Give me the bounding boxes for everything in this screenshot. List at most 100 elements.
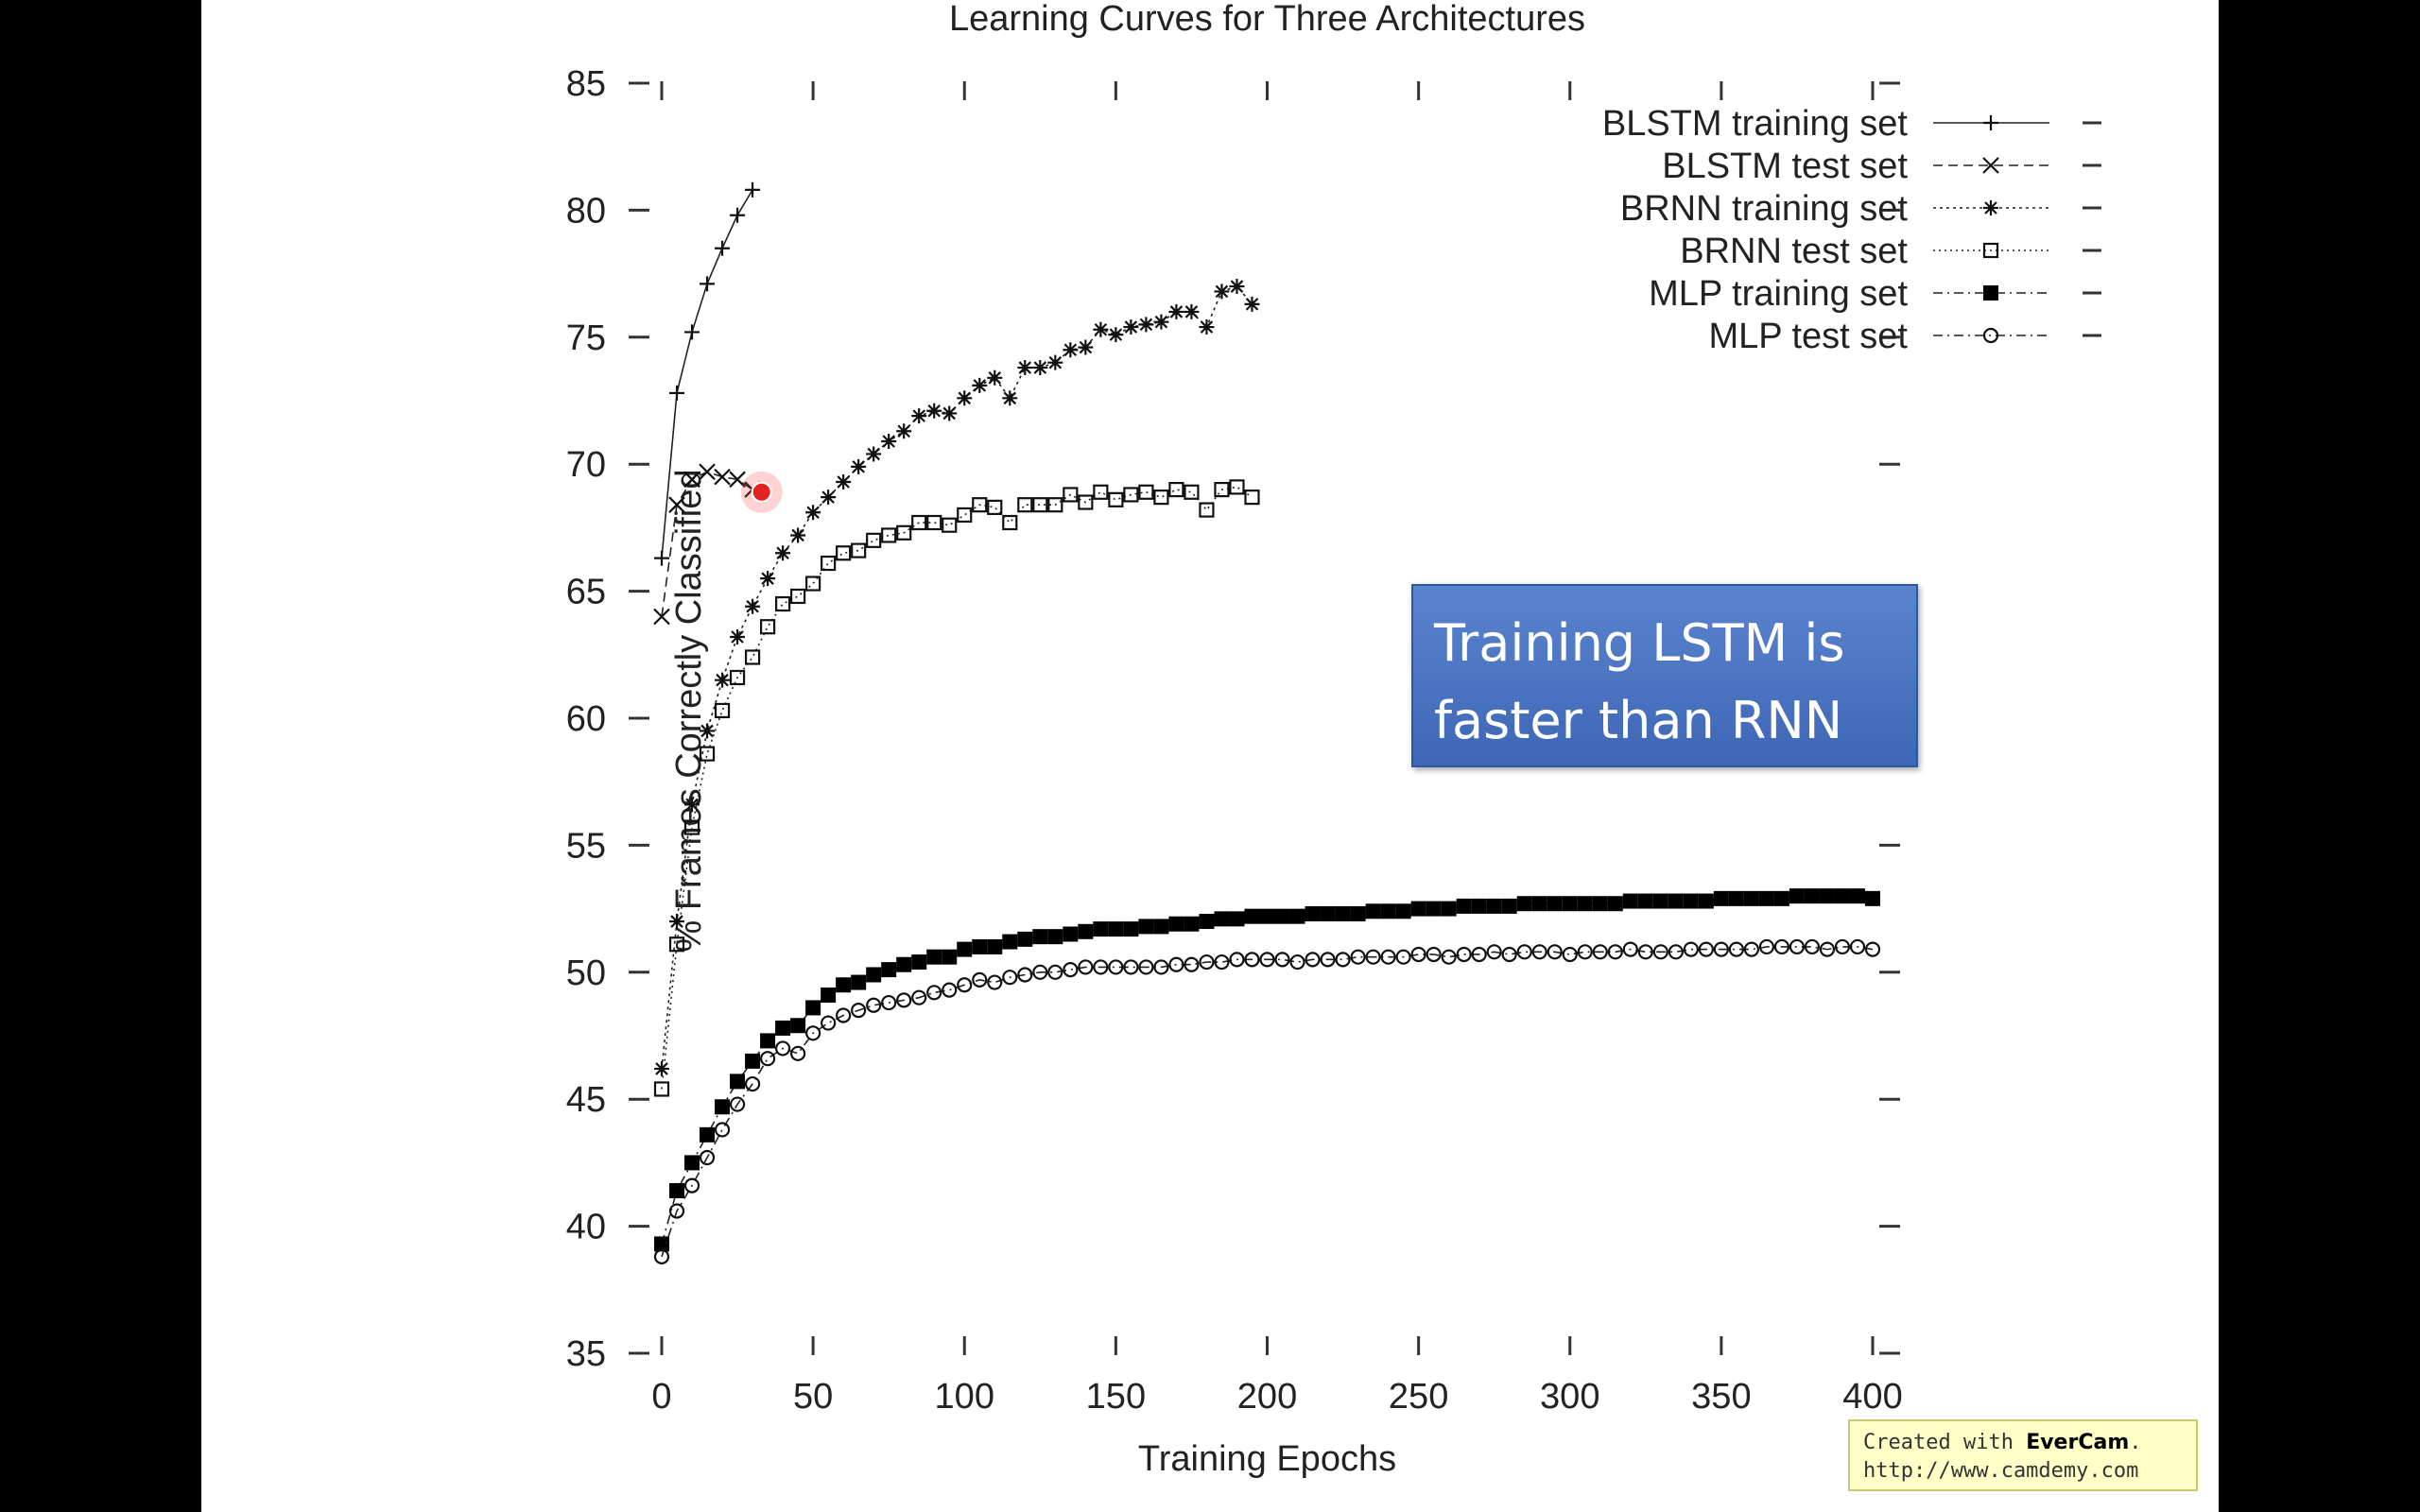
brnn-training-set-point: [896, 423, 912, 439]
mlp-training-set-point: [1410, 901, 1426, 917]
legend-label-brnn-test-set: BRNN test set: [1680, 232, 1908, 271]
brnn-training-set-point: [1063, 342, 1079, 358]
mlp-training-set-point: [1335, 905, 1351, 921]
mlp-training-set-point: [790, 1018, 806, 1034]
mlp-training-set-point: [1834, 888, 1850, 904]
brnn-training-set-point: [851, 458, 867, 474]
mlp-test-set-point: [774, 1040, 791, 1057]
mlp-training-set-point: [851, 974, 867, 990]
mlp-test-set-point: [1395, 949, 1411, 965]
brnn-test-set-point: [790, 588, 806, 605]
brnn-training-set-point: [821, 490, 837, 506]
mlp-test-set-point: [1289, 954, 1305, 971]
brnn-training-set-point: [1123, 319, 1139, 335]
brnn-training-set-point: [911, 408, 927, 424]
mlp-training-set-point: [1728, 890, 1744, 906]
brnn-test-set-point: [699, 746, 716, 762]
mlp-training-set-point: [1758, 890, 1774, 906]
mlp-test-set-point: [1728, 941, 1744, 957]
mlp-test-set-point: [653, 1248, 670, 1264]
brnn-training-set-point: [1184, 303, 1200, 319]
brnn-training-set-point: [654, 1060, 669, 1076]
mlp-test-set-point: [1698, 941, 1714, 957]
blstm-training-set-point: [745, 181, 761, 198]
mlp-training-set-point: [1214, 911, 1230, 927]
brnn-test-set-point: [714, 702, 731, 719]
brnn-test-set-point: [911, 514, 927, 531]
brnn-test-set-point: [774, 595, 791, 612]
brnn-training-set-point: [790, 527, 806, 543]
blstm-training-set-point: [700, 276, 716, 292]
brnn-training-set-point: [1047, 354, 1063, 370]
x-tick-label: 100: [935, 1377, 994, 1417]
mlp-test-set-point: [1758, 938, 1775, 955]
mlp-test-set-point: [1305, 952, 1321, 968]
mlp-test-set-point: [729, 1096, 746, 1112]
brnn-test-set-point: [896, 524, 912, 541]
mlp-training-set-point: [1547, 896, 1563, 912]
mlp-training-set-point: [926, 949, 942, 965]
mlp-training-set-point: [1486, 898, 1502, 914]
learning-curves-chart: Learning Curves for Three Architectures T…: [566, 0, 2101, 1479]
mlp-test-set-point: [759, 1051, 776, 1067]
mlp-test-set-point: [1032, 964, 1048, 980]
y-tick-label: 75: [566, 318, 606, 358]
brnn-test-set-point: [729, 669, 746, 686]
mlp-training-set-point: [805, 1000, 821, 1016]
brnn-test-set-point: [1108, 491, 1124, 507]
legend-marker-mlp-training-set: [1983, 285, 1998, 301]
mlp-training-set-point: [1063, 926, 1079, 942]
mlp-training-set-point: [1153, 919, 1169, 935]
mlp-test-set-point: [881, 994, 897, 1011]
y-tick-label: 65: [566, 573, 606, 612]
mlp-test-set-point: [1214, 954, 1230, 971]
y-tick-label: 70: [566, 445, 606, 485]
x-tick-label: 50: [793, 1377, 833, 1417]
mlp-training-set-line: [661, 895, 1874, 1245]
mlp-training-set-point: [1305, 905, 1321, 921]
blstm-training-set-point: [669, 385, 685, 401]
mlp-training-set-point: [1229, 911, 1245, 927]
mlp-test-set-point: [1078, 959, 1094, 975]
mlp-training-set-point: [1274, 908, 1290, 924]
mlp-test-set-point: [1441, 949, 1457, 965]
mlp-training-set-point: [1592, 896, 1608, 912]
mlp-test-set-point: [1668, 944, 1684, 960]
brnn-training-set-point: [775, 545, 791, 561]
mlp-training-set-point: [972, 938, 988, 954]
mlp-test-set-point: [714, 1122, 731, 1138]
mlp-test-set-point: [1471, 946, 1487, 963]
x-tick-label: 0: [651, 1377, 671, 1417]
mlp-test-set-point: [1002, 970, 1018, 986]
brnn-training-set-point: [1108, 327, 1124, 343]
blstm-training-set-point: [715, 240, 731, 256]
mlp-training-set-point: [896, 956, 912, 972]
mlp-training-set-point: [1047, 929, 1063, 945]
legend-marker-brnn-training-set: [1983, 200, 1998, 215]
mlp-training-set-point: [1108, 921, 1124, 937]
mlp-training-set-point: [1138, 919, 1154, 935]
brnn-training-set-point: [700, 723, 716, 739]
mlp-test-set-point: [972, 971, 988, 988]
brnn-test-set-point: [759, 619, 776, 635]
brnn-test-set-point: [1078, 494, 1094, 510]
chart-title: Learning Curves for Three Architectures: [949, 0, 1585, 39]
mlp-test-set-point: [1168, 956, 1184, 972]
mlp-training-set-point: [1395, 903, 1411, 919]
y-tick-label: 45: [566, 1080, 606, 1120]
y-tick-label: 50: [566, 954, 606, 993]
mlp-test-set-point: [987, 974, 1003, 990]
legend-label-mlp-test-set: MLP test set: [1708, 317, 1908, 356]
brnn-training-set-point: [730, 628, 746, 644]
blstm-test-set-point: [699, 463, 716, 481]
brnn-test-set-point: [1153, 490, 1169, 506]
mlp-test-set-point: [1547, 944, 1563, 960]
brnn-test-set-point: [1123, 487, 1139, 503]
brnn-test-set-point: [1184, 484, 1200, 500]
brnn-test-set-point: [1017, 497, 1033, 513]
mlp-test-set-point: [1516, 944, 1532, 960]
mlp-training-set-point: [866, 967, 882, 983]
mlp-training-set-point: [821, 987, 837, 1003]
mlp-test-set-point: [1683, 941, 1699, 957]
callout-box: Training LSTM is faster than RNN: [1411, 584, 1918, 767]
